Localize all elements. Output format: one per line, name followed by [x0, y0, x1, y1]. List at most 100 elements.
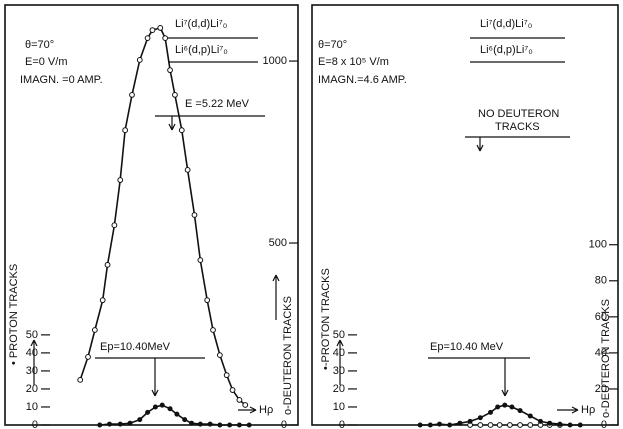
y2-tick-label: 20: [595, 383, 607, 395]
proton-point: [159, 402, 165, 408]
y2-tick-label: 0: [601, 419, 607, 429]
deuteron-point: [184, 166, 191, 173]
y-tick-label: 40: [333, 347, 345, 359]
y-label: •-PROTON TRACKS: [320, 268, 332, 370]
proton-point: [547, 420, 553, 426]
y-label: • PROTON TRACKS: [8, 264, 20, 365]
proton-point: [145, 409, 151, 415]
proton-point: [117, 421, 123, 427]
deuteron-point: [517, 422, 523, 428]
proton-point: [174, 411, 180, 417]
deuteron-point: [172, 91, 178, 98]
condition: IMAGN. =0 AMP.: [20, 74, 103, 86]
y-tick-label: 10: [333, 401, 345, 413]
condition: θ=70°: [25, 39, 54, 51]
deuteron-point: [191, 212, 198, 218]
proton-point: [127, 420, 133, 426]
arrow: [95, 357, 205, 397]
condition: IMAGN.=4.6 AMP.: [318, 74, 407, 86]
y2-tick-label: 60: [595, 311, 607, 323]
reaction: Li⁶(d,p)Li⁷₀: [175, 44, 228, 56]
deuteron-point: [229, 387, 236, 393]
proton-point: [189, 420, 195, 426]
deuteron-point: [236, 396, 243, 403]
reaction: Li⁷(d,d)Li⁷₀: [175, 18, 227, 30]
deuteron-point: [136, 57, 143, 63]
deuteron-point: [487, 422, 494, 428]
reaction: Li⁶(d,p)Li⁷₀: [480, 44, 533, 56]
proton-point: [107, 421, 113, 427]
energy-label: E =5.22 MeV: [185, 98, 250, 110]
deuteron-point: [216, 352, 223, 359]
proton-point: [517, 408, 523, 414]
proton-point: [527, 413, 533, 419]
y-tick-label: 20: [26, 383, 38, 395]
panel-frame: [4, 4, 299, 426]
deuteron-point: [85, 354, 91, 360]
proton-point: [217, 422, 223, 428]
proton-point: [488, 409, 493, 415]
proton-point: [577, 422, 583, 428]
y-tick-label: 0: [32, 419, 38, 429]
proton-point: [427, 422, 433, 428]
deuteron-point: [144, 35, 151, 42]
x-label: Hρ: [259, 404, 273, 416]
peak-label: Ep=10.40 MeV: [430, 341, 504, 353]
y-tick-label: 50: [26, 329, 38, 341]
y2-tick-label: 40: [595, 347, 607, 359]
peak-label: Ep=10.40MeV: [100, 341, 171, 353]
fit-curve: [99, 404, 250, 426]
proton-point: [509, 404, 515, 410]
arrow: [30, 339, 38, 385]
note: TRACKS: [495, 121, 540, 133]
proton-point: [557, 421, 563, 427]
y2-label: o-DEUTERON TRACKS: [282, 296, 294, 415]
proton-point: [447, 422, 453, 428]
proton-point: [502, 402, 508, 408]
deuteron-point: [167, 67, 173, 74]
reaction: Li⁷(d,d)Li⁷₀: [480, 18, 532, 30]
proton-point: [152, 404, 158, 410]
proton-point: [97, 422, 103, 428]
y2-tick-label: 500: [269, 237, 287, 249]
deuteron-point: [242, 402, 249, 408]
condition: E=8 x 10⁵ V/m: [318, 56, 389, 68]
proton-point: [246, 422, 252, 428]
deuteron-point: [477, 422, 484, 428]
y2-label: o-DEUTERON TRACKS: [600, 299, 612, 418]
proton-point: [537, 418, 543, 424]
proton-point: [567, 422, 573, 428]
note: NO DEUTERON: [478, 108, 559, 120]
proton-point: [477, 415, 483, 421]
arrow: [272, 274, 280, 320]
y2-tick-label: 100: [589, 239, 607, 251]
y-tick-label: 40: [26, 347, 38, 359]
proton-point: [137, 417, 143, 423]
deuteron-point: [129, 91, 135, 98]
y-tick-label: 50: [333, 329, 345, 341]
x-label: Hρ: [581, 404, 595, 416]
deuteron-point: [77, 376, 84, 383]
deuteron-point: [99, 297, 106, 304]
deuteron-point: [111, 222, 118, 229]
deuteron-point: [162, 35, 169, 42]
proton-point: [417, 422, 423, 428]
proton-point: [207, 421, 213, 427]
arrow: [428, 357, 530, 397]
deuteron-point: [496, 422, 503, 428]
deuteron-point: [104, 261, 111, 268]
y2-tick-label: 80: [595, 275, 607, 287]
arrow: [155, 115, 265, 131]
y-tick-label: 30: [333, 365, 345, 377]
deuteron-point: [149, 27, 156, 34]
proton-point: [437, 421, 442, 427]
y-tick-label: 20: [333, 383, 345, 395]
arrow: [238, 406, 257, 414]
arrow: [336, 339, 344, 385]
deuteron-point: [506, 422, 513, 428]
deuteron-point: [210, 327, 216, 333]
arrow: [557, 406, 579, 414]
proton-point: [197, 421, 203, 427]
